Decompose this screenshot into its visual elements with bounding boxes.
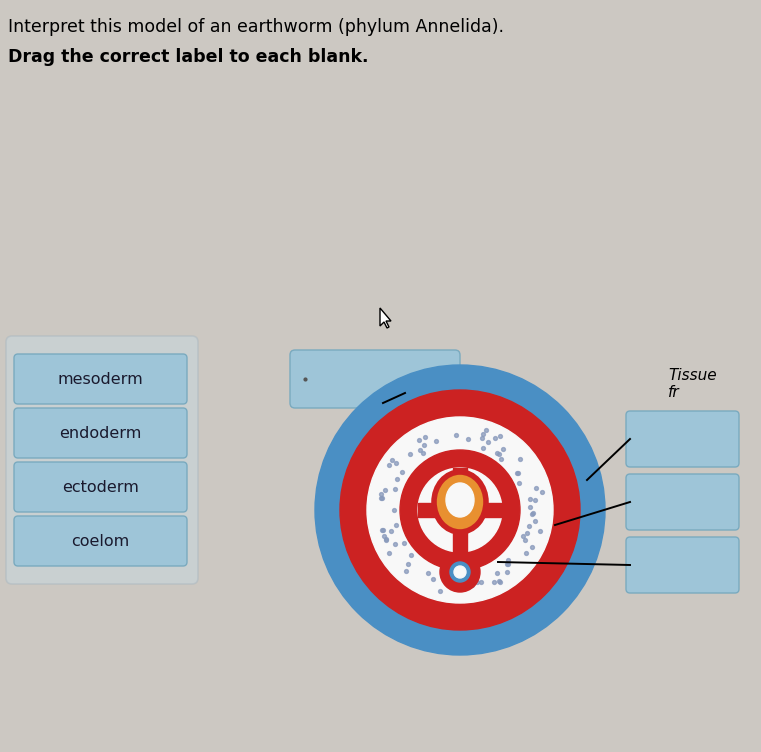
FancyBboxPatch shape	[14, 354, 187, 404]
Polygon shape	[380, 308, 391, 328]
Ellipse shape	[434, 472, 486, 532]
FancyBboxPatch shape	[626, 537, 739, 593]
FancyBboxPatch shape	[6, 336, 198, 584]
FancyBboxPatch shape	[14, 516, 187, 566]
Text: endoderm: endoderm	[59, 426, 142, 441]
Circle shape	[418, 468, 502, 552]
Text: coelom: coelom	[72, 533, 129, 548]
Circle shape	[454, 566, 466, 578]
Circle shape	[367, 417, 553, 603]
Text: Drag the correct label to each blank.: Drag the correct label to each blank.	[8, 48, 368, 66]
Circle shape	[315, 365, 605, 655]
Circle shape	[400, 450, 520, 570]
Circle shape	[340, 390, 580, 630]
FancyBboxPatch shape	[14, 462, 187, 512]
Text: Tissue
fr: Tissue fr	[668, 368, 717, 400]
FancyBboxPatch shape	[626, 474, 739, 530]
FancyBboxPatch shape	[626, 411, 739, 467]
Text: ectoderm: ectoderm	[62, 480, 139, 495]
Circle shape	[440, 552, 480, 592]
Circle shape	[338, 388, 582, 632]
Text: Interpret this model of an earthworm (phylum Annelida).: Interpret this model of an earthworm (ph…	[8, 18, 504, 36]
Circle shape	[335, 385, 585, 635]
FancyBboxPatch shape	[290, 350, 460, 408]
Ellipse shape	[446, 483, 474, 517]
Text: mesoderm: mesoderm	[58, 371, 143, 387]
Circle shape	[450, 562, 470, 582]
FancyBboxPatch shape	[14, 408, 187, 458]
